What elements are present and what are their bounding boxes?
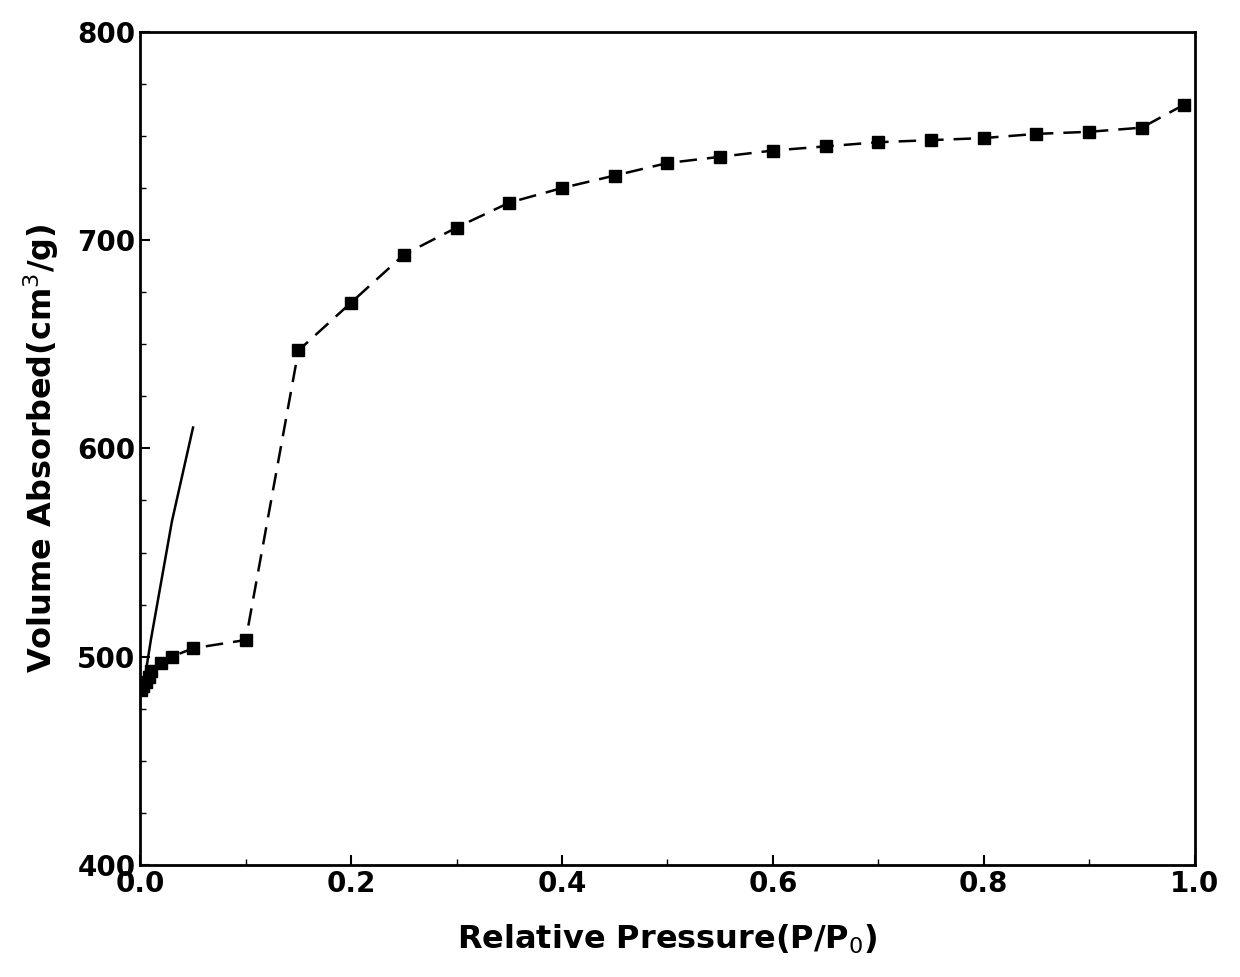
Y-axis label: Volume Absorbed(cm$^3$/g): Volume Absorbed(cm$^3$/g): [21, 224, 61, 673]
X-axis label: Relative Pressure(P/P$_0$): Relative Pressure(P/P$_0$): [458, 922, 878, 956]
